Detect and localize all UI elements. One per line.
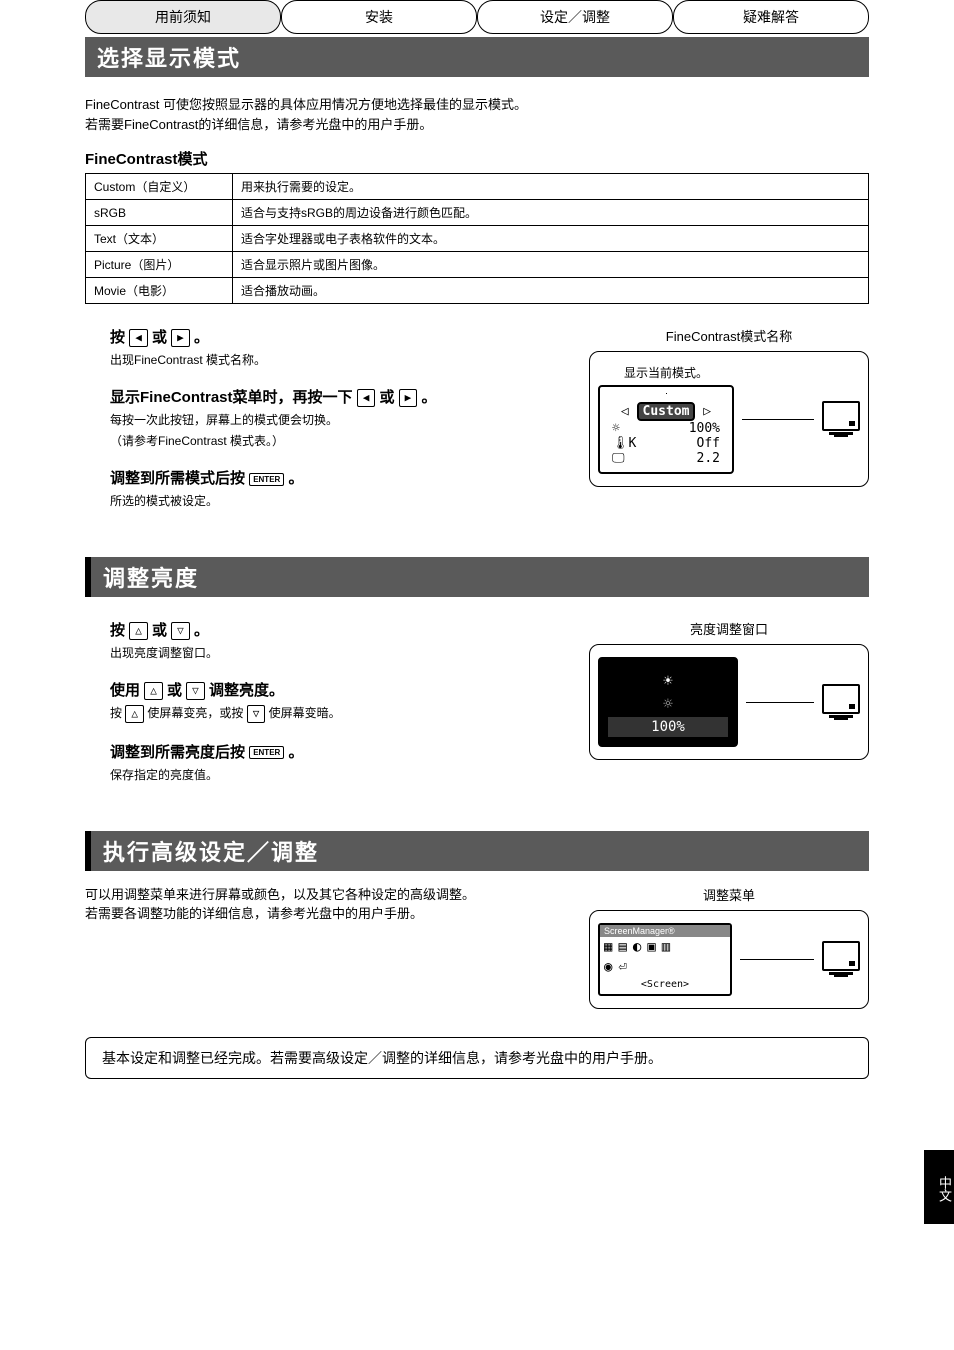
right-button-icon: ▶	[171, 329, 190, 347]
brightness-osd: ☀ ☼ 100%	[598, 657, 738, 747]
s2-step3-b: 。	[288, 744, 303, 761]
left-button-icon: ◀	[129, 329, 148, 347]
enter-button-icon: ENTER	[249, 473, 284, 486]
s2-step2-body-c: 使屏幕变暗。	[269, 706, 341, 720]
s2-step1-b: 或	[152, 622, 167, 639]
tab-settings[interactable]: 设定／调整	[477, 0, 673, 34]
s2-step2-body-b: 使屏幕变亮，或按	[147, 706, 243, 720]
s1-step1-body: 出现FineContrast 模式名称。	[110, 351, 559, 368]
s2-step2-b: 或	[167, 682, 182, 699]
s2-step2-a: 使用	[110, 682, 140, 699]
screenmanager-osd: ScreenManager® ▦▤◐▣▥ ◉⏎ <Screen>	[598, 923, 732, 996]
s2-step2-c: 调整亮度。	[209, 682, 284, 699]
s3-right-title: 调整菜单	[589, 885, 869, 904]
left-button-icon: ◀	[357, 389, 376, 407]
footer-note: 基本设定和调整已经完成。若需要高级设定／调整的详细信息，请参考光盘中的用户手册。	[85, 1037, 869, 1079]
advanced-diagram: ScreenManager® ▦▤◐▣▥ ◉⏎ <Screen>	[589, 910, 869, 1009]
up-button-icon: △	[125, 705, 144, 723]
down-button-icon: ▽	[186, 682, 205, 700]
s2-step1-a: 按	[110, 622, 125, 639]
section-title-advanced: 执行高级设定／调整	[91, 831, 869, 871]
s2-step3-a: 调整到所需亮度后按	[110, 744, 245, 761]
s3-body2: 若需要各调整功能的详细信息，请参考光盘中的用户手册。	[85, 904, 559, 924]
s2-step2-body-a: 按	[110, 706, 122, 720]
down-button-icon: ▽	[171, 622, 190, 640]
monitor-icon	[822, 684, 860, 720]
s2-right-title: 亮度调整窗口	[589, 619, 869, 638]
tab-troubleshoot[interactable]: 疑难解答	[673, 0, 869, 34]
s2-step1-c: 。	[194, 622, 209, 639]
s1-step2-body1: 每按一次此按钮，屏幕上的模式便会切换。	[110, 411, 559, 428]
finecontrast-osd: ◁ Custom ▷ ☼100% 🌡KOff 🖵2.2	[598, 385, 734, 474]
intro-line-2: 若需要FineContrast的详细信息，请参考光盘中的用户手册。	[85, 115, 869, 135]
enter-button-icon: ENTER	[249, 746, 284, 759]
up-button-icon: △	[144, 682, 163, 700]
up-button-icon: △	[129, 622, 148, 640]
monitor-icon	[822, 401, 860, 437]
s1-step2-a: 显示FineContrast菜单时，再按一下	[110, 389, 353, 406]
s1-step2-b: 或	[379, 389, 394, 406]
s1-step3-body: 所选的模式被设定。	[110, 492, 559, 509]
s1-right-title: FineContrast模式名称	[589, 326, 869, 345]
s2-step3-body: 保存指定的亮度值。	[110, 766, 559, 783]
finecontrast-diagram: 显示当前模式。 ◁ Custom ▷ ☼100% 🌡KOff 🖵2.2	[589, 351, 869, 487]
intro-line-1: FineContrast 可使您按照显示器的具体应用情况方便地选择最佳的显示模式…	[85, 95, 869, 115]
s1-step1-c: 。	[194, 329, 209, 346]
finecontrast-modes-table: Custom（自定义）用来执行需要的设定。 sRGB适合与支持sRGB的周边设备…	[85, 173, 869, 304]
language-side-tab: 中文	[924, 1150, 954, 1224]
diagram-caption: 显示当前模式。	[598, 364, 734, 381]
s1-step1-b: 或	[152, 329, 167, 346]
s1-step1-a: 按	[110, 329, 125, 346]
down-button-icon: ▽	[247, 705, 266, 723]
s3-body1: 可以用调整菜单来进行屏幕或颜色，以及其它各种设定的高级调整。	[85, 885, 559, 905]
s1-step2-body2: （请参考FineContrast 模式表。）	[110, 432, 559, 449]
s2-step1-body: 出现亮度调整窗口。	[110, 644, 559, 661]
s1-step3-a: 调整到所需模式后按	[110, 470, 245, 487]
right-button-icon: ▶	[399, 389, 418, 407]
subhead-finecontrast: FineContrast模式	[85, 148, 869, 169]
tab-before-use[interactable]: 用前须知	[85, 0, 281, 34]
s1-step2-c: 。	[421, 389, 436, 406]
section-title-brightness: 调整亮度	[91, 557, 869, 597]
monitor-icon	[822, 941, 860, 977]
section-title-display-mode: 选择显示模式	[85, 37, 869, 77]
s1-step3-b: 。	[288, 470, 303, 487]
tab-install[interactable]: 安装	[281, 0, 477, 34]
brightness-diagram: ☀ ☼ 100%	[589, 644, 869, 760]
